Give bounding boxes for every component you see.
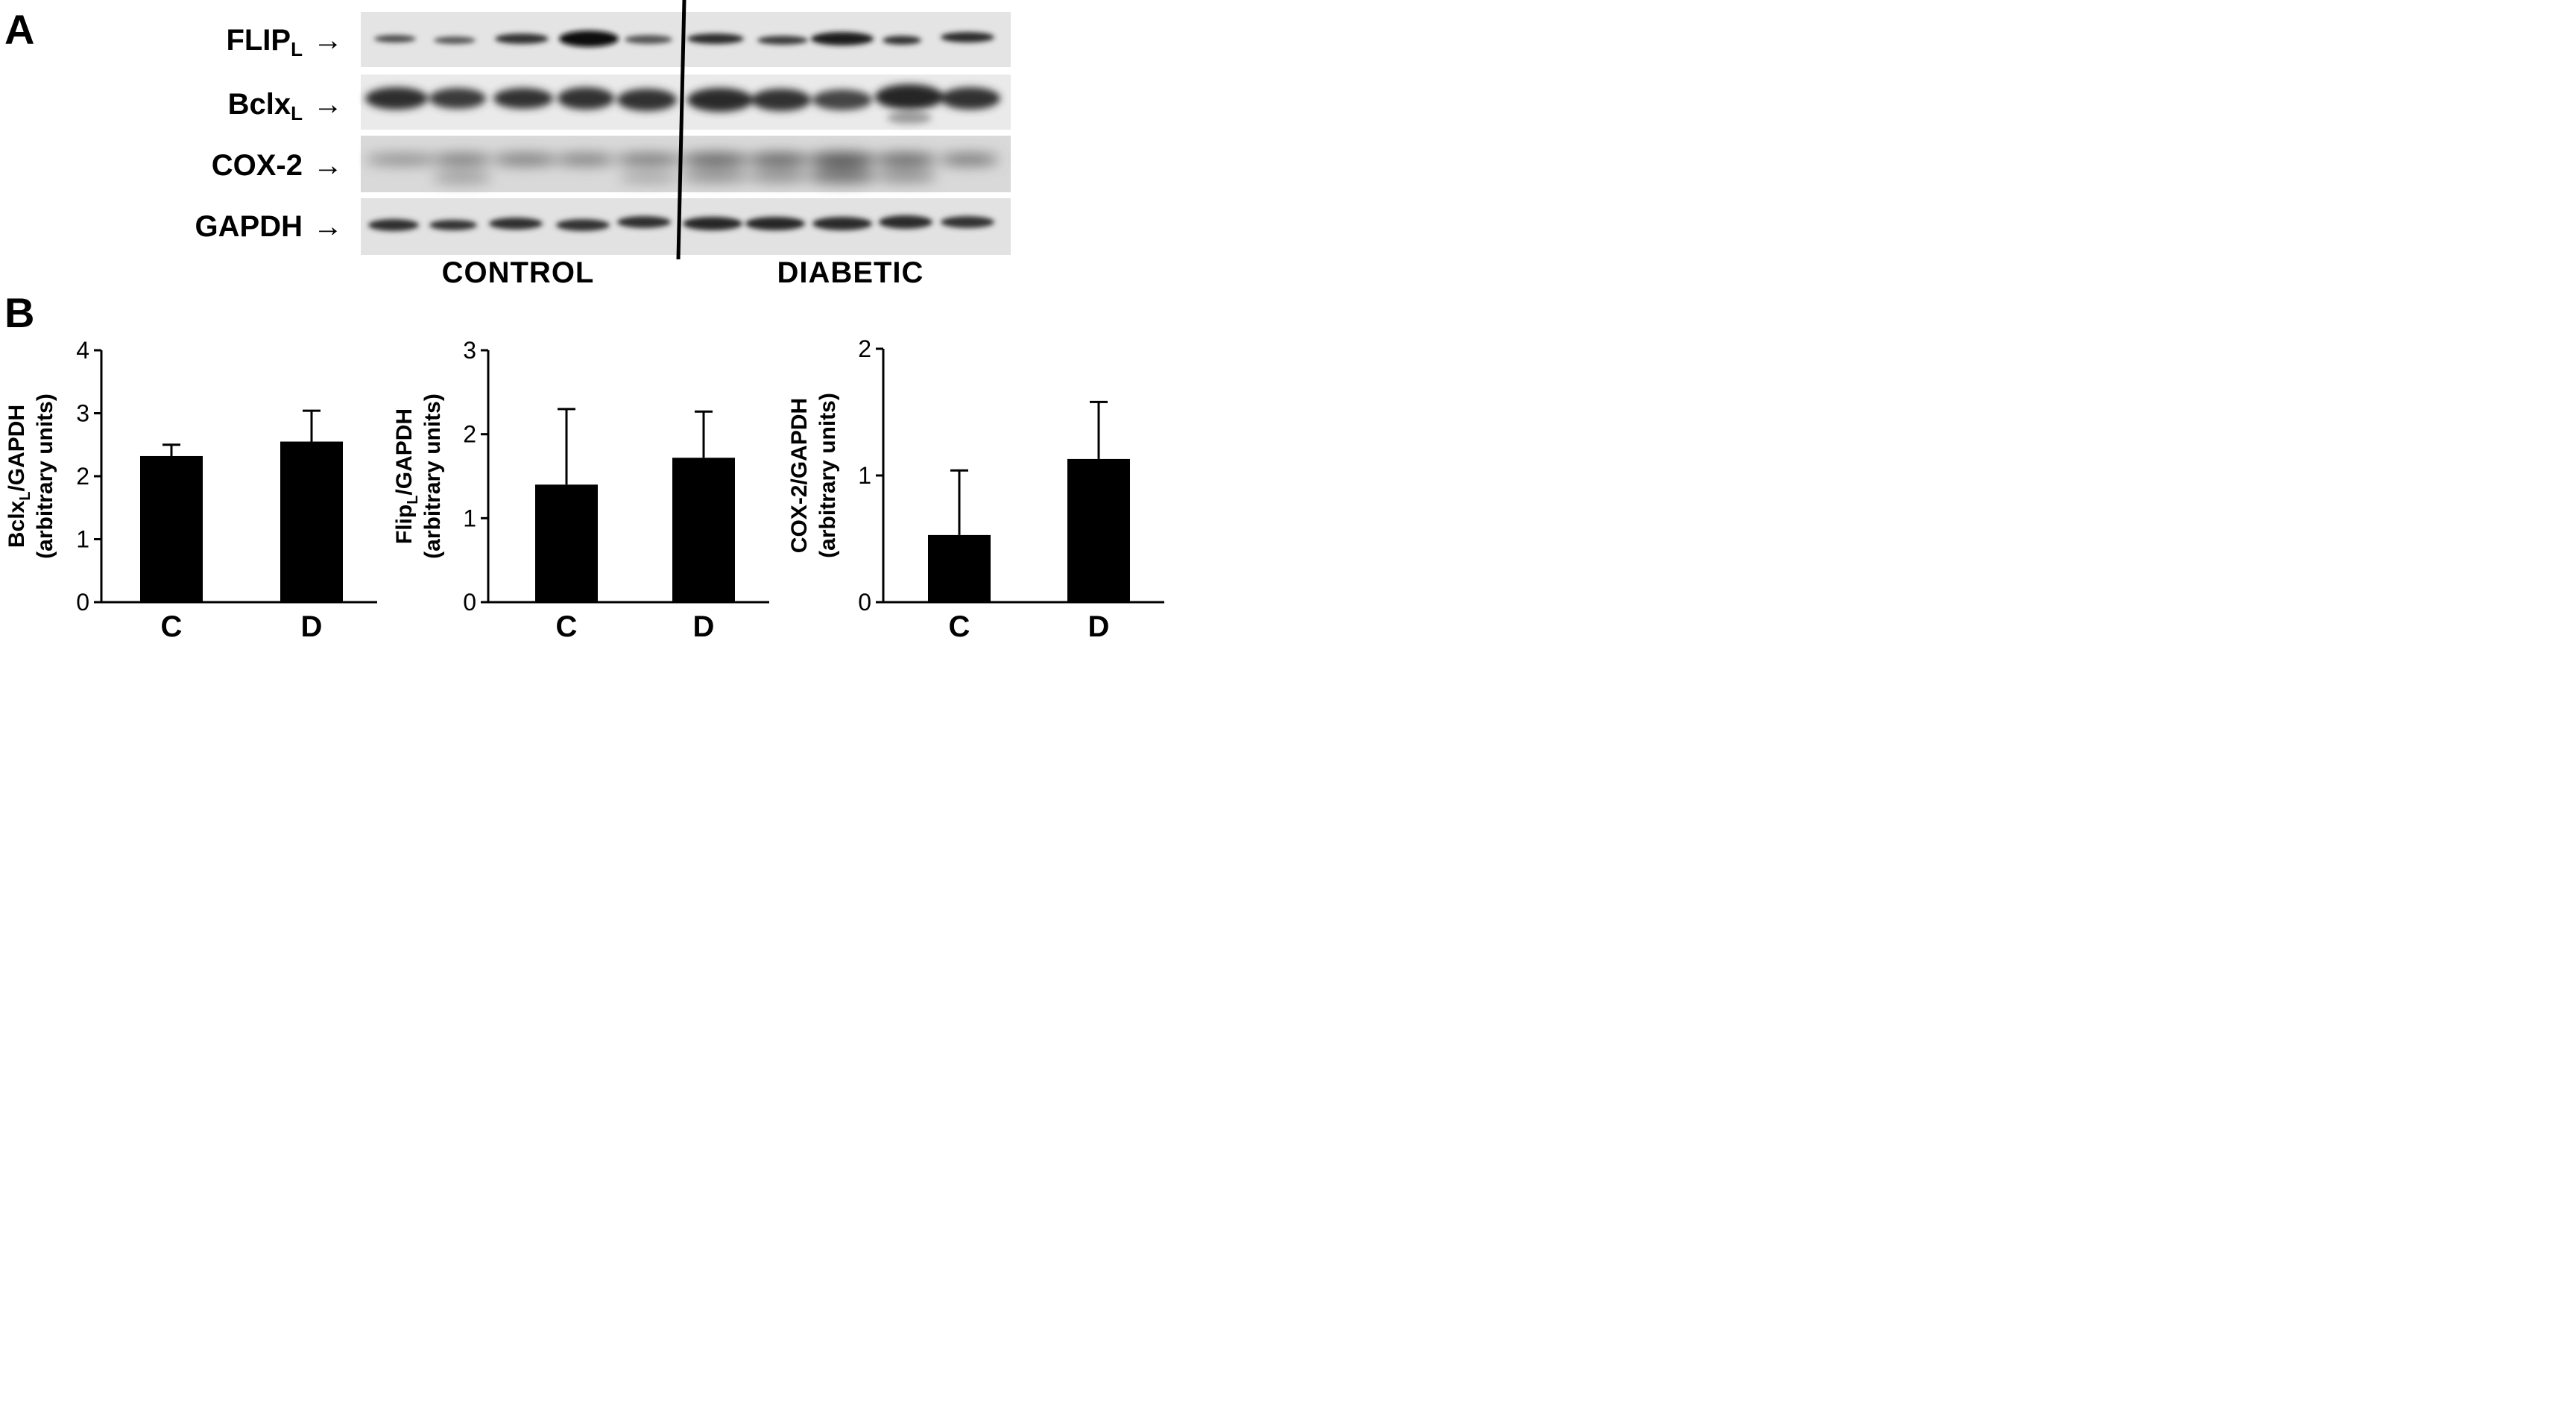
y-tick-label: 3 — [463, 337, 476, 364]
y-tick-label: 1 — [76, 526, 89, 553]
y-tick-label: 2 — [858, 335, 871, 362]
bar-D — [672, 458, 735, 602]
bar-chart-bclx: 0 1 2 3 4 C D BclxL/GAPDH (arbitrary units) — [4, 337, 377, 641]
x-category-label: D — [301, 610, 323, 641]
y-axis-label-line2: (arbitrary units) — [420, 393, 445, 559]
y-axis-label-line1: FlipL/GAPDH — [392, 408, 421, 544]
group-separator-line — [676, 0, 686, 260]
bar-C — [140, 455, 203, 602]
blot-bands-flip — [374, 31, 994, 47]
x-category-label: D — [693, 610, 715, 641]
blot-label-gapdh-main: GAPDH — [195, 210, 303, 243]
bar-chart-cox2: 0 1 2 C D COX-2/GAPDH (arbitrary units) — [787, 335, 1164, 641]
bar-chart-flip: 0 1 2 3 C D FlipL/GAPDH (arbitrary units) — [392, 337, 769, 641]
arrow-icon: → — [313, 88, 343, 121]
x-category-label: C — [161, 610, 183, 641]
blot-bands-bclx — [365, 84, 1000, 124]
x-category-label: D — [1088, 610, 1110, 641]
arrow-icon: → — [313, 149, 343, 182]
bar-C — [928, 534, 991, 602]
x-category-label: C — [556, 610, 578, 641]
group-label-control: CONTROL — [441, 256, 595, 289]
y-axis-label-line2: (arbitrary units) — [33, 393, 57, 559]
blot-label-bclx-main: Bclx — [227, 88, 291, 121]
y-tick-label: 2 — [76, 463, 89, 490]
y-tick-label: 1 — [463, 505, 476, 531]
blot-bands-cox2 — [365, 153, 999, 183]
arrow-icon: → — [313, 210, 343, 243]
blot-label-bclx-sub: L — [291, 102, 303, 124]
y-axis-label-line2: (arbitrary units) — [815, 393, 840, 558]
y-tick-label: 3 — [76, 400, 89, 427]
y-tick-label: 4 — [76, 337, 89, 364]
y-tick-label: 0 — [76, 589, 89, 616]
y-axis-label-line1: BclxL/GAPDH — [4, 405, 34, 548]
y-tick-label: 2 — [463, 421, 476, 448]
blot-label-gapdh: GAPDH — [195, 212, 303, 241]
y-axis-label-line1: COX-2/GAPDH — [787, 398, 812, 553]
bar-D — [280, 441, 343, 602]
panel-a-letter: A — [4, 6, 35, 53]
blot-label-cox2: COX-2 — [212, 151, 303, 180]
y-tick-label: 0 — [463, 589, 476, 616]
blot-label-flip: FLIPL — [226, 25, 303, 59]
group-label-diabetic: DIABETIC — [777, 256, 924, 289]
western-blot-image — [361, 0, 1011, 260]
bar-D — [1067, 458, 1130, 602]
y-tick-label: 1 — [858, 462, 871, 489]
blot-label-cox2-main: COX-2 — [211, 149, 303, 182]
blot-label-flip-main: FLIP — [226, 24, 291, 57]
blot-label-flip-sub: L — [291, 38, 303, 60]
x-category-label: C — [949, 610, 970, 641]
y-tick-label: 0 — [858, 589, 871, 616]
blot-bands-gapdh — [368, 215, 994, 231]
arrow-icon: → — [313, 24, 343, 57]
bar-C — [535, 484, 598, 602]
blot-label-bclx: BclxL — [228, 89, 303, 123]
panel-b-letter: B — [4, 289, 35, 336]
